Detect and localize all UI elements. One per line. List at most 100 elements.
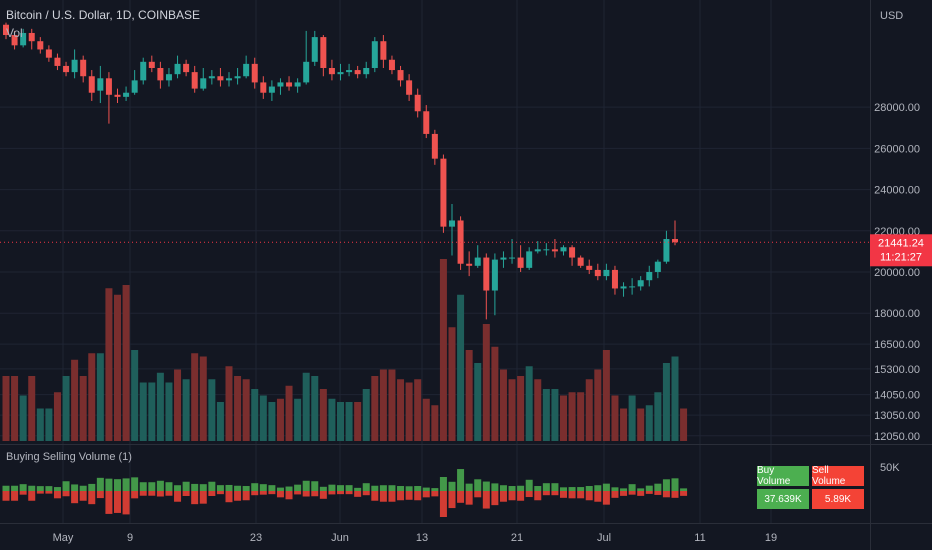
volume-bar bbox=[439, 259, 447, 441]
candle-body bbox=[371, 41, 378, 68]
sell-volume-bar bbox=[165, 491, 173, 496]
volume-bar bbox=[96, 353, 104, 441]
sell-volume-bar bbox=[405, 491, 413, 500]
price-tick-label: 12050.00 bbox=[874, 431, 920, 443]
sell-volume-bar bbox=[345, 491, 353, 495]
candle-body bbox=[380, 41, 387, 60]
sell-volume-bar bbox=[662, 491, 670, 498]
buy-volume-bar bbox=[199, 484, 207, 491]
sell-volume-bar bbox=[482, 491, 490, 509]
buy-volume-bar bbox=[71, 484, 79, 491]
buy-volume-bar bbox=[551, 483, 559, 491]
volume-bar bbox=[285, 385, 293, 441]
candle-body bbox=[131, 80, 138, 93]
volume-bar bbox=[208, 379, 216, 441]
sell-volume-bar bbox=[182, 491, 190, 496]
candle-body bbox=[45, 49, 52, 58]
candle-body bbox=[88, 76, 95, 93]
buy-volume-bar bbox=[439, 477, 447, 491]
sell-volume-bar bbox=[71, 491, 79, 504]
buy-volume-bar bbox=[645, 485, 653, 491]
time-tick-label: 23 bbox=[250, 532, 262, 544]
candle-body bbox=[500, 257, 507, 260]
sell-volume-bar bbox=[122, 491, 130, 515]
candle-body bbox=[354, 70, 361, 75]
volume-bar bbox=[122, 285, 130, 441]
sell-volume-bar bbox=[560, 491, 567, 498]
candle-body bbox=[491, 259, 498, 291]
time-tick-label: Jul bbox=[597, 532, 611, 544]
candlesticks bbox=[3, 22, 678, 320]
volume-bar bbox=[114, 294, 121, 441]
volume-bar bbox=[174, 369, 182, 441]
candle-body bbox=[208, 76, 215, 79]
price-tick-label: 14050.00 bbox=[874, 390, 920, 402]
buy-volume-bar bbox=[319, 486, 327, 491]
buy-volume-bar bbox=[259, 484, 267, 491]
sell-volume-bar bbox=[397, 491, 405, 501]
buy-volume-bar bbox=[517, 485, 525, 491]
candle-body bbox=[251, 63, 258, 83]
sell-volume-bar bbox=[654, 491, 662, 495]
buy-volume-bar bbox=[362, 483, 370, 491]
buy-volume-bar bbox=[53, 487, 61, 491]
candle-body bbox=[594, 269, 601, 277]
volume-bar bbox=[276, 398, 284, 441]
sell-volume-bar bbox=[148, 491, 156, 496]
indicator-axis-label: 50K bbox=[880, 462, 900, 474]
buy-volume-value: 37.639K bbox=[757, 489, 809, 509]
candle-body bbox=[54, 57, 61, 66]
sell-volume-bar bbox=[594, 491, 602, 502]
sell-volume-bar bbox=[294, 491, 302, 495]
volume-bar bbox=[311, 376, 319, 441]
buy-volume-bar bbox=[379, 485, 387, 491]
symbol-title[interactable]: Bitcoin / U.S. Dollar, 1D, COINBASE bbox=[6, 8, 201, 22]
time-tick-label: 11 bbox=[694, 532, 705, 544]
sell-volume-bar bbox=[11, 491, 19, 501]
price-tick-label: 24000.00 bbox=[874, 185, 920, 197]
sell-volume-bar bbox=[174, 491, 182, 502]
volume-bar bbox=[105, 288, 113, 441]
buy-volume-bar bbox=[156, 480, 164, 491]
candle-body bbox=[466, 263, 473, 266]
candle-body bbox=[183, 63, 190, 73]
volume-bar bbox=[645, 405, 653, 441]
buy-volume-bar bbox=[79, 485, 87, 491]
buy-volume-bar bbox=[525, 479, 533, 491]
sell-volume-bar bbox=[242, 491, 250, 501]
buy-volume-bar bbox=[508, 486, 516, 491]
sell-volume-bar bbox=[645, 491, 653, 494]
candle-body bbox=[449, 220, 455, 227]
buy-volume-bar bbox=[671, 478, 679, 491]
sell-volume-bar bbox=[114, 491, 121, 513]
buy-volume-bar bbox=[28, 485, 36, 491]
sell-volume-bar bbox=[371, 491, 379, 501]
candle-body bbox=[123, 92, 130, 97]
sell-volume-bar bbox=[517, 491, 525, 501]
candle-body bbox=[620, 286, 627, 289]
buy-volume-bar bbox=[19, 484, 27, 491]
volume-bar bbox=[542, 389, 550, 441]
candle-body bbox=[157, 67, 164, 81]
buy-volume-bar bbox=[242, 486, 250, 491]
time-tick-label: 13 bbox=[416, 532, 428, 544]
sell-volume-bar bbox=[465, 491, 473, 505]
sell-volume-bar bbox=[448, 491, 456, 509]
buy-volume-bar bbox=[88, 483, 96, 491]
candle-body bbox=[646, 271, 653, 281]
sell-volume-bar bbox=[45, 491, 53, 494]
volume-bar bbox=[457, 294, 465, 441]
sell-volume-bar bbox=[88, 491, 96, 505]
candle-body bbox=[560, 247, 567, 252]
volume-bar bbox=[465, 350, 473, 441]
volume-legend[interactable]: Vol bbox=[6, 26, 23, 40]
candle-body bbox=[406, 80, 413, 95]
volume-bar bbox=[431, 405, 439, 441]
indicator-title[interactable]: Buying Selling Volume (1) bbox=[6, 451, 132, 463]
buy-volume-bar bbox=[302, 480, 310, 491]
buy-volume-header: Buy Volume bbox=[757, 465, 809, 487]
volume-bar bbox=[379, 369, 387, 441]
sell-volume-bar bbox=[671, 491, 679, 498]
sell-volume-bar bbox=[457, 491, 465, 503]
